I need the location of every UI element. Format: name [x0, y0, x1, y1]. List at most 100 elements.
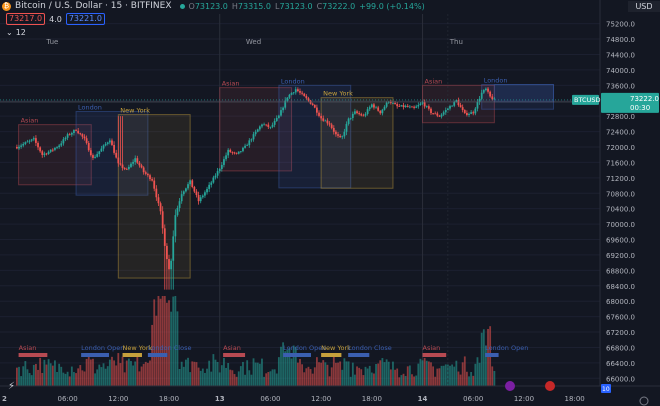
- currency-label[interactable]: USD: [628, 1, 660, 12]
- us-flag-icon: [545, 381, 555, 391]
- candle-body: [478, 98, 481, 102]
- volume-bar: [121, 356, 124, 386]
- candle-body: [320, 115, 323, 119]
- session-box-newyork: [117, 114, 191, 279]
- volume-bar: [248, 370, 251, 386]
- volume-bar: [43, 359, 46, 386]
- volume-bar: [41, 372, 44, 386]
- volume-bar: [168, 300, 170, 386]
- volume-bar: [379, 360, 382, 386]
- volume-bar: [142, 363, 145, 386]
- session-strip-asian: [422, 353, 447, 357]
- volume-bar: [387, 361, 390, 386]
- volume-bar: [341, 369, 344, 386]
- candle-body: [163, 228, 166, 246]
- volume-bar: [305, 368, 308, 386]
- price-tick-label: 70800.0: [606, 190, 635, 198]
- volume-bar: [79, 365, 82, 386]
- volume-bar: [73, 372, 75, 386]
- candle-body: [68, 134, 71, 136]
- volume-bar: [16, 367, 18, 386]
- volume-bar: [366, 368, 369, 386]
- session-label: London: [281, 77, 305, 85]
- volume-bar: [75, 373, 77, 386]
- volume-bar: [242, 361, 244, 386]
- buy-button[interactable]: 73221.0: [65, 13, 105, 25]
- indicators-toggle[interactable]: ⌄ 12: [6, 28, 26, 37]
- volume-bar: [22, 366, 25, 386]
- candle-body: [373, 104, 375, 108]
- candle-body: [468, 113, 470, 115]
- session-strip-label: New York: [123, 344, 153, 352]
- volume-bar: [277, 357, 280, 386]
- volume-bar: [322, 360, 325, 386]
- candle-body: [263, 124, 265, 126]
- candle-body: [73, 130, 75, 133]
- volume-bar: [383, 362, 386, 386]
- session-strip-asian: [223, 353, 246, 357]
- volume-bar: [286, 349, 289, 386]
- candle-body: [81, 134, 84, 137]
- volume-bar: [125, 360, 128, 386]
- candle-body: [252, 134, 255, 140]
- volume-bar: [419, 358, 422, 386]
- symbol-title[interactable]: Bitcoin / U.S. Dollar · 15 · BITFINEX: [15, 1, 172, 11]
- candle-body: [235, 152, 238, 154]
- candle-body: [444, 110, 447, 113]
- volume-bar: [24, 361, 27, 386]
- candle-body: [265, 124, 268, 126]
- price-axis: [600, 0, 660, 406]
- volume-bar: [100, 367, 103, 386]
- volume-bar: [470, 371, 473, 386]
- volume-bar: [216, 361, 219, 386]
- session-label: New York: [120, 107, 150, 115]
- volume-bar: [263, 376, 265, 386]
- volume-bar: [134, 361, 137, 386]
- time-tick-label: 18:00: [565, 395, 585, 403]
- candle-body: [37, 142, 39, 148]
- volume-chip-label: 10: [602, 386, 610, 393]
- volume-bar: [449, 365, 451, 386]
- volume-bar: [360, 369, 363, 386]
- volume-bar: [335, 362, 337, 386]
- candle-body: [132, 161, 134, 164]
- volume-bar: [170, 311, 173, 386]
- volume-bar: [294, 346, 297, 386]
- candle-body: [30, 139, 33, 141]
- candle-body: [421, 102, 424, 104]
- candle-body: [261, 124, 263, 127]
- candle-body: [153, 180, 156, 189]
- candle-body: [446, 108, 449, 111]
- volume-bar: [290, 358, 293, 386]
- candle-body: [345, 123, 348, 132]
- candle-body: [89, 150, 92, 156]
- candle-body: [413, 106, 415, 108]
- volume-bar: [389, 369, 392, 386]
- candle-body: [130, 163, 132, 167]
- volume-bar: [400, 375, 403, 386]
- price-tick-label: 73600.0: [606, 82, 635, 90]
- candle-body: [434, 113, 437, 115]
- volume-bar: [451, 364, 454, 386]
- symbol-legend: ₿ Bitcoin / U.S. Dollar · 15 · BITFINEX …: [0, 0, 600, 12]
- volume-bar: [182, 366, 185, 386]
- volume-bar: [398, 377, 401, 386]
- volume-bar: [301, 364, 304, 386]
- volume-bar: [491, 366, 494, 386]
- volume-bar: [273, 369, 276, 386]
- volume-bar: [261, 358, 263, 386]
- candle-body: [379, 110, 382, 114]
- candle-body: [438, 115, 441, 117]
- session-strip-london: [147, 353, 168, 357]
- sell-button[interactable]: 73217.0: [6, 13, 46, 25]
- session-box-london: [278, 84, 352, 189]
- candle-body: [282, 107, 284, 111]
- volume-bar: [432, 366, 434, 386]
- volume-bar: [201, 368, 204, 386]
- volume-bar: [459, 374, 462, 386]
- candle-body: [290, 93, 293, 95]
- candle-body: [32, 138, 35, 140]
- candle-body: [472, 112, 475, 114]
- volume-bar: [328, 376, 331, 386]
